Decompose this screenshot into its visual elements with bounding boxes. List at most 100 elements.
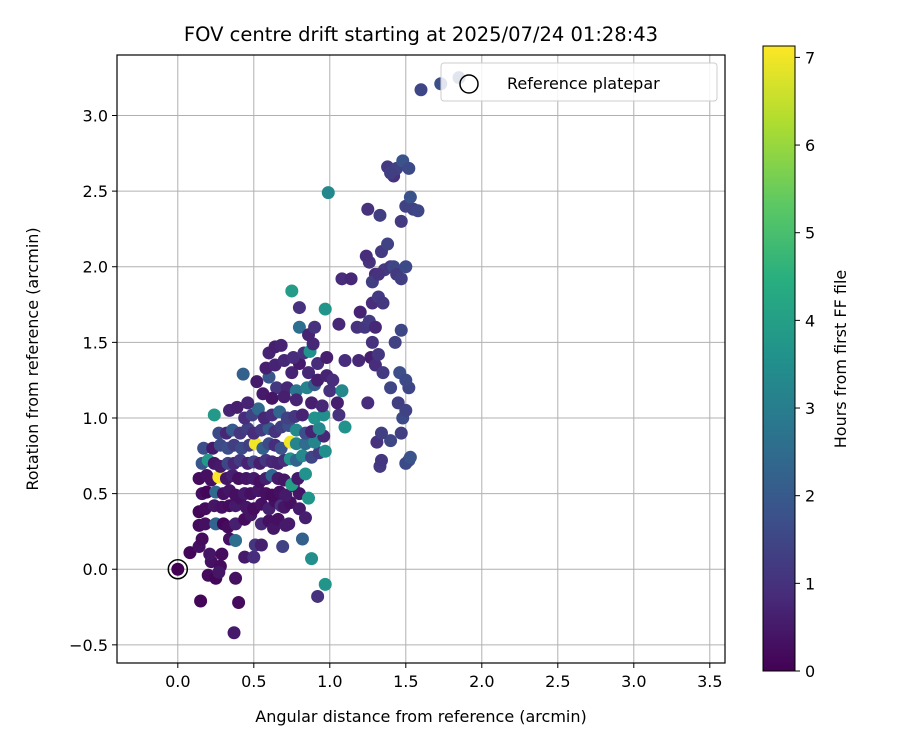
data-point (384, 434, 398, 448)
data-point (229, 571, 243, 585)
colorbar-tick-label: 5 (805, 224, 815, 243)
data-point (374, 426, 388, 440)
legend-marker-icon (459, 74, 479, 94)
x-tick-label: 0.5 (241, 672, 266, 691)
data-point (403, 190, 417, 204)
data-point (352, 354, 366, 368)
colorbar-tick-label: 7 (805, 48, 815, 67)
data-point (414, 83, 428, 97)
x-tick-label: 3.0 (621, 672, 646, 691)
data-point (241, 396, 255, 410)
data-point (295, 408, 309, 422)
data-point (321, 186, 335, 200)
data-point (302, 366, 316, 380)
data-point (247, 550, 261, 564)
x-axis-ticks: 0.0 0.5 1.0 1.5 2.0 2.5 3.0 3.5 (165, 663, 723, 691)
colorbar-ticks: 0 1 2 3 4 5 6 7 (795, 48, 815, 681)
y-tick-label: 1.0 (83, 409, 108, 428)
y-tick-label: 3.0 (83, 106, 108, 125)
data-point (371, 347, 385, 361)
plot-frame (116, 54, 726, 664)
data-point (274, 441, 288, 455)
colorbar-tick-label: 1 (805, 574, 815, 593)
data-point (311, 589, 325, 603)
data-point (399, 403, 413, 417)
data-point (292, 320, 306, 334)
colorbar-tick-label: 4 (805, 311, 815, 330)
data-point (254, 538, 268, 552)
data-point (215, 547, 229, 561)
data-point (318, 444, 332, 458)
data-point (320, 350, 334, 364)
data-point (332, 317, 346, 331)
data-point (229, 533, 243, 547)
x-axis-label: Angular distance from reference (arcmin) (255, 707, 586, 726)
data-point (285, 284, 299, 298)
data-point (207, 408, 221, 422)
data-point (376, 296, 390, 310)
data-point (270, 381, 284, 395)
data-point (399, 373, 413, 387)
y-tick-label: 1.5 (83, 333, 108, 352)
colorbar-tick-label: 6 (805, 136, 815, 155)
data-point (308, 320, 322, 334)
data-point (292, 301, 306, 315)
data-point (238, 550, 252, 564)
data-point (359, 249, 373, 263)
data-point (384, 381, 398, 395)
chart-title: FOV centre drift starting at 2025/07/24 … (184, 23, 658, 46)
data-point (338, 420, 352, 434)
data-point (335, 272, 349, 286)
data-point (402, 161, 416, 175)
data-point (250, 375, 264, 389)
data-point (394, 426, 408, 440)
data-point (312, 422, 326, 436)
x-tick-label: 2.0 (469, 672, 494, 691)
data-point (371, 267, 385, 281)
data-point (388, 335, 402, 349)
data-point (230, 400, 244, 414)
data-point (282, 517, 296, 531)
data-point (286, 350, 300, 364)
data-point (365, 335, 379, 349)
y-tick-label: 0.0 (83, 560, 108, 579)
data-point (376, 366, 390, 380)
data-point (344, 272, 358, 286)
data-point (368, 320, 382, 334)
x-tick-label: 1.0 (317, 672, 342, 691)
y-axis-ticks: −0.5 0.0 0.5 1.0 1.5 2.0 2.5 3.0 (69, 106, 117, 655)
data-point (298, 467, 312, 481)
data-point (373, 208, 387, 222)
data-point (315, 399, 329, 413)
data-point (289, 437, 303, 451)
colorbar-tick-label: 2 (805, 487, 815, 506)
legend: Reference platepar (440, 62, 718, 102)
data-point (399, 260, 413, 274)
data-point (323, 384, 337, 398)
data-point (200, 485, 214, 499)
data-point (338, 354, 352, 368)
data-point (361, 202, 375, 216)
colorbar-gradient (762, 45, 796, 672)
y-axis-label: Rotation from reference (arcmin) (23, 227, 42, 490)
data-point (361, 396, 375, 410)
data-point (318, 577, 332, 591)
data-point (353, 305, 367, 319)
colorbar-tick-label: 0 (805, 662, 815, 681)
x-tick-label: 0.0 (165, 672, 190, 691)
data-point (194, 594, 208, 608)
x-tick-label: 1.5 (393, 672, 418, 691)
data-point (330, 396, 344, 410)
data-point (311, 357, 325, 371)
data-point (276, 540, 290, 554)
colorbar-tick-label: 3 (805, 399, 815, 418)
data-point (279, 488, 293, 502)
data-point (308, 435, 322, 449)
y-tick-label: 2.0 (83, 258, 108, 277)
data-point (274, 338, 288, 352)
data-point (302, 491, 316, 505)
data-point (197, 441, 211, 455)
data-point (374, 453, 388, 467)
reference-point-fill (171, 562, 185, 576)
data-point (381, 237, 395, 251)
